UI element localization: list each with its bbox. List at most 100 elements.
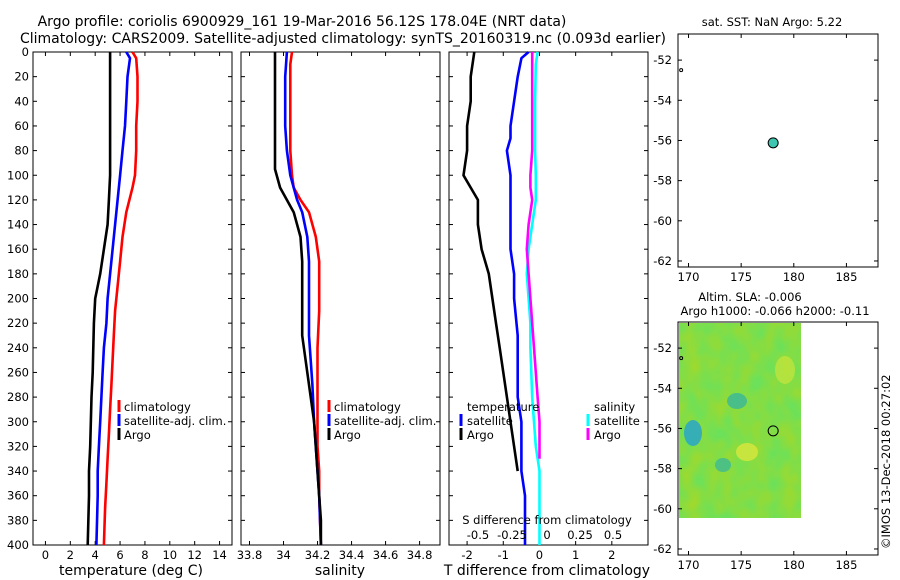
sal-legend-clim: climatology [334,400,401,414]
sla-subtitle: Argo h1000: -0.066 h2000: -0.11 [680,304,869,318]
series-line-climatology [102,51,139,546]
depth-tick-label: 280 [7,390,29,404]
map-x-tick-label: 175 [730,558,752,572]
title-line-2: Climatology: CARS2009. Satellite-adjuste… [20,31,666,47]
sla-high-blob [684,420,702,446]
s-axis-tick-label: 0 [543,528,550,542]
x-tick-label: -1 [498,548,509,562]
map-y-tick-label: -54 [653,381,672,395]
x-tick-label: 34.8 [407,548,433,562]
x-tick-label: 34 [276,548,291,562]
s-axis-tick-label: -0.5 [467,528,489,542]
depth-tick-label: 100 [7,168,29,182]
x-tick-label: 33.8 [237,548,263,562]
x-tick-label: 4 [92,548,99,562]
depth-tick-label: 0 [22,45,29,59]
series-line-t-argo [462,51,519,472]
diff-legend-s-title: salinity [594,400,635,414]
depth-tick-label: 360 [7,489,29,503]
depth-tick-labels: 0 20 40 60 80 100 120 140 160 180 200 220 240 260 280 3… [7,45,29,552]
sla-title: Altim. SLA: -0.006 [698,290,802,304]
depth-tick-label: 340 [7,464,29,478]
map-x-tick-label: 175 [730,270,752,284]
x-tick-label: 34.6 [373,548,399,562]
map-y-tick-label: -60 [653,502,672,516]
s-axis-tick-label: -0.25 [497,528,527,542]
depth-tick-label: 300 [7,415,29,429]
x-tick-label: 14 [212,548,227,562]
x-tick-label: 2 [67,548,74,562]
sal-series-layer: 33.8 34 34.2 34.4 34.6 34.8 [237,51,440,562]
map-y-tick-label: -56 [653,421,672,435]
depth-tick-label: 240 [7,341,29,355]
diff-legend-t-argo: Argo [467,428,494,442]
series-line-climatology [288,51,323,546]
map-y-tick-label: -58 [653,174,672,188]
map-x-tick-label: 170 [678,558,700,572]
x-tick-label: 34.2 [305,548,331,562]
x-tick-label: 8 [141,548,148,562]
map-y-tick-label: -58 [653,462,672,476]
depth-tick-label: 120 [7,193,29,207]
x-tick-label: 0 [42,548,49,562]
temp-legend-argo: Argo [124,428,151,442]
depth-tick-label: 140 [7,218,29,232]
diff-legend-s-argo: Argo [594,428,621,442]
depth-tick-label: 20 [14,70,29,84]
map-x-tick-label: 170 [678,270,700,284]
depth-tick-label: 400 [7,538,29,552]
temp-legend-clim: climatology [124,400,191,414]
sal-legend: climatology satellite-adj. clim. Argo [327,400,436,442]
sla-low-blob [775,356,795,384]
depth-tick-label: 160 [7,242,29,256]
depth-tick-label: 200 [7,292,29,306]
depth-tick-label: 220 [7,316,29,330]
x-tick-label: 1 [572,548,579,562]
x-tick-label: 2 [608,548,615,562]
map-ref-dot [679,68,684,73]
map-y-tick-label: -62 [653,542,672,556]
map-y-tick-label: -52 [653,53,672,67]
temp-legend: climatology satellite-adj. clim. Argo [117,400,226,442]
depth-tick-label: 60 [14,119,29,133]
sst-map-frame [677,33,879,268]
sla-field-noise [679,323,801,518]
series-line-s-argo [525,52,541,459]
depth-tick-label: 320 [7,439,29,453]
x-tick-label: 34.4 [339,548,365,562]
credit-text: ©IMOS 13-Dec-2018 00:27:02 [879,374,893,549]
depth-tick-label: 380 [7,513,29,527]
sst-title: sat. SST: NaN Argo: 5.22 [702,15,843,29]
temp-xlabel: temperature (deg C) [59,563,203,579]
depth-tick-label: 260 [7,365,29,379]
diff-panel-frame [448,51,649,546]
x-tick-label: -2 [461,548,472,562]
map-ref-dot [679,356,684,361]
depth-tick-label: 180 [7,267,29,281]
temp-panel-frame [32,51,233,546]
sal-legend-sat: satellite-adj. clim. [334,414,436,428]
diff-s-axis-title: S difference from climatology [462,513,632,527]
s-axis-tick-label: 0.25 [567,528,593,542]
map-y-tick-label: -56 [653,133,672,147]
title-line-1: Argo profile: coriolis 6900929_161 19-Ma… [38,14,567,30]
map-x-tick-label: 185 [835,558,857,572]
s-axis-tick-label: 0.5 [604,528,622,542]
x-tick-label: 12 [187,548,202,562]
depth-tick-label: 40 [14,94,29,108]
diff-legend-t-title: temperature [467,400,539,414]
diff-series-layer: -2 -1 0 1 2 -0.5 -0.25 0 0.25 0.5 [449,51,648,562]
series-line-argo [86,52,112,546]
sla-high-blob [715,458,731,472]
argo-position-marker [767,425,779,437]
sal-panel-frame [240,51,441,546]
sla-high-blob [727,393,747,409]
map-x-tick-label: 180 [783,558,805,572]
temp-series-layer: 0 2 4 6 8 10 12 14 [33,51,232,562]
diff-xlabel: T difference from climatology [443,563,650,579]
diff-legend-t-sat: satellite [467,414,513,428]
x-tick-label: 6 [116,548,123,562]
map-y-tick-label: -62 [653,254,672,268]
sal-xlabel: salinity [315,563,365,579]
sla-low-blob [736,443,758,461]
